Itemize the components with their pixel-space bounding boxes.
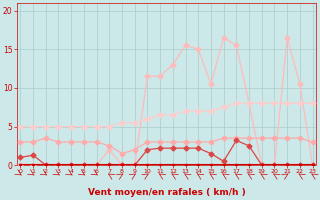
X-axis label: Vent moyen/en rafales ( km/h ): Vent moyen/en rafales ( km/h ) (88, 188, 245, 197)
